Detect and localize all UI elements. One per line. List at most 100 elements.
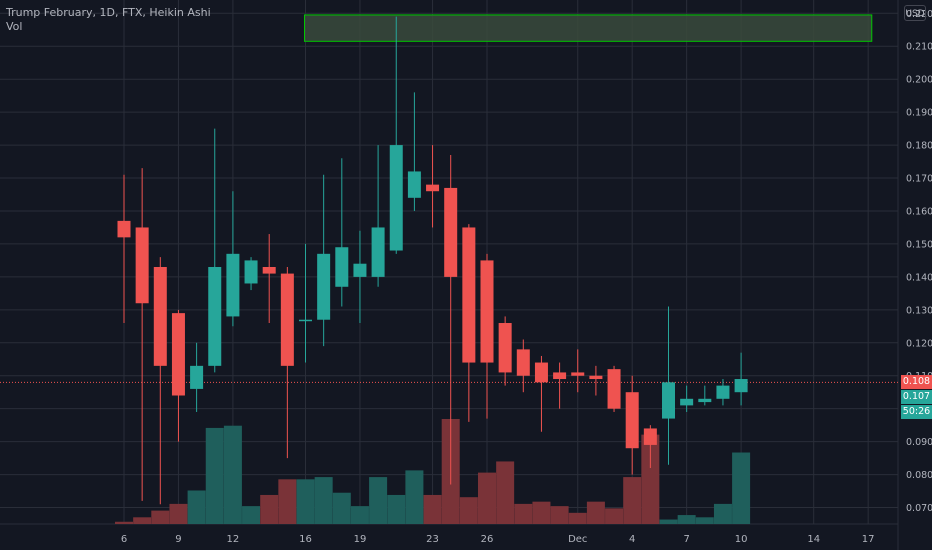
candle-body — [190, 365, 204, 389]
chart-legend: Trump February, 1D, FTX, Heikin Ashi Vol — [6, 6, 211, 34]
candle-body — [462, 227, 476, 363]
volume-bar — [586, 501, 605, 524]
volume-bar — [659, 519, 678, 524]
y-tick-label: 0.200 — [906, 75, 932, 86]
volume-bar — [169, 503, 188, 524]
volume-bar — [278, 479, 297, 524]
candle-body — [625, 392, 639, 449]
y-tick-label: 0.190 — [906, 108, 932, 119]
volume-bar — [369, 477, 388, 524]
x-tick-label: 7 — [683, 534, 689, 545]
x-tick-label: 23 — [426, 534, 439, 545]
volume-bar — [478, 472, 496, 524]
candle-body — [280, 273, 294, 366]
x-tick-label: 16 — [299, 534, 312, 545]
candle-body — [353, 263, 367, 277]
volume-bar — [713, 503, 732, 524]
y-tick-label: 0.170 — [906, 174, 932, 185]
candle-body — [299, 319, 312, 322]
candle-body — [389, 145, 403, 251]
volume-bar — [532, 501, 551, 524]
candle-body — [226, 253, 240, 317]
y-tick-label: 0.150 — [906, 239, 932, 250]
volume-bar — [641, 434, 660, 524]
volume-bar — [405, 470, 424, 524]
candle-body — [680, 398, 694, 406]
x-tick-label: 14 — [807, 534, 820, 545]
volume-bar — [115, 521, 133, 524]
volume-bar — [314, 477, 333, 524]
x-tick-label: 10 — [735, 534, 748, 545]
second-price-tag: 0.107 — [901, 390, 932, 405]
candle-body — [208, 267, 222, 366]
candle-body — [407, 171, 421, 198]
candle-body — [480, 260, 494, 363]
volume-bar — [605, 508, 624, 524]
last-price-tag: 0.108 — [901, 375, 932, 390]
candle-body — [571, 372, 585, 376]
x-tick-label: 17 — [862, 534, 875, 545]
x-tick-label: 19 — [354, 534, 367, 545]
candle-body — [698, 398, 712, 403]
volume-bar — [242, 506, 261, 524]
x-tick-label: 4 — [629, 534, 635, 545]
volume-bar — [514, 503, 533, 524]
y-tick-label: 0.160 — [906, 206, 932, 217]
volume-bar — [423, 494, 442, 524]
volume-bar — [151, 510, 170, 524]
volume-bar — [459, 497, 478, 524]
candle-body — [153, 267, 167, 366]
candle-body — [516, 349, 530, 376]
candle-body — [553, 372, 567, 380]
candle-body — [716, 385, 730, 399]
candle-body — [317, 253, 331, 320]
y-tick-label: 0.120 — [906, 338, 932, 349]
y-tick-label: 0.130 — [906, 305, 932, 316]
candle-body — [262, 267, 276, 274]
volume-bar — [296, 479, 315, 524]
candle-body — [117, 220, 131, 238]
candle-body — [335, 247, 349, 287]
x-tick-label: 26 — [481, 534, 494, 545]
candle-body — [589, 375, 603, 380]
x-tick-label: Dec — [568, 534, 587, 545]
volume-bar — [732, 452, 751, 524]
candle-body — [734, 379, 748, 393]
volume-bar — [623, 477, 642, 524]
candle-body — [171, 313, 185, 396]
candle-body — [607, 369, 621, 409]
candle-body — [662, 382, 675, 419]
y-tick-label: 0.220 — [906, 9, 932, 20]
volume-bar — [205, 427, 224, 524]
volume-bar — [350, 506, 369, 524]
candle-body — [135, 227, 149, 304]
candle-body — [426, 184, 440, 192]
y-tick-label: 0.180 — [906, 141, 932, 152]
volume-bar — [677, 515, 696, 524]
volume-bar — [568, 512, 587, 524]
x-tick-label: 6 — [121, 534, 127, 545]
candle-body — [444, 187, 458, 277]
volume-bar — [133, 517, 152, 524]
currency-button[interactable]: USD — [904, 5, 926, 21]
volume-bar — [496, 461, 515, 524]
highlight-zone — [304, 14, 873, 42]
x-tick-label: 12 — [227, 534, 240, 545]
y-tick-label: 0.090 — [906, 437, 932, 448]
candle-body — [498, 323, 512, 373]
volume-bar — [332, 492, 351, 524]
volume-bar — [550, 506, 569, 524]
y-tick-label: 0.210 — [906, 42, 932, 53]
candle-body — [244, 260, 258, 284]
symbol-title[interactable]: Trump February, 1D, FTX, Heikin Ashi — [6, 6, 211, 19]
volume-bar — [695, 517, 714, 524]
volume-bar — [260, 494, 279, 524]
volume-bar — [223, 425, 242, 524]
volume-label[interactable]: Vol — [6, 20, 23, 33]
y-tick-label: 0.080 — [906, 470, 932, 481]
y-tick-label: 0.140 — [906, 272, 932, 283]
candle-body — [371, 227, 385, 277]
volume-bar — [387, 494, 406, 524]
volume-bar — [187, 490, 206, 524]
